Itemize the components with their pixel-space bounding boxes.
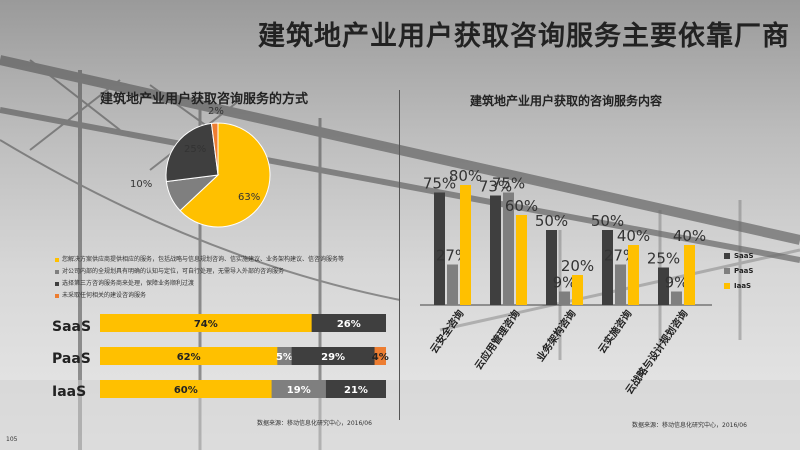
bar-value-label: 60% xyxy=(505,197,538,215)
page-number: 105 xyxy=(6,436,18,443)
stacked-bar-label: 19% xyxy=(287,385,311,396)
bar xyxy=(628,245,639,305)
bar xyxy=(546,230,557,305)
bar xyxy=(684,245,695,305)
bar xyxy=(434,192,445,305)
bar-value-label: 40% xyxy=(673,227,706,245)
legend-text: PaaS xyxy=(734,267,754,275)
pie-slice xyxy=(210,122,219,176)
bar xyxy=(602,230,613,305)
bar-legend-paas: PaaS xyxy=(724,267,753,275)
pie-legend-item: 选择第三方咨询服务商来处理，保障业务顺利过渡 xyxy=(55,278,194,287)
pie-chart-title: 建筑地产业用户获取咨询服务的方式 xyxy=(100,92,309,107)
pie-legend-item: 对公司内部的全规划具有明确的认知与定位，可自行处理，无需导入外部的咨询服务 xyxy=(55,266,284,275)
bar-value-label: 9% xyxy=(553,274,577,292)
left-source-note: 数据来源：移动信息化研究中心，2016/06 xyxy=(257,420,372,427)
bar xyxy=(658,267,669,305)
bar xyxy=(572,275,583,305)
x-tick-label: 云安全咨询 xyxy=(427,307,466,355)
legend-swatch xyxy=(724,283,730,289)
divider-line xyxy=(399,90,400,420)
stacked-bar-segment xyxy=(325,380,386,398)
stacked-bar-label: 62% xyxy=(177,352,201,363)
bar xyxy=(559,291,570,305)
stacked-bar-label: 21% xyxy=(344,385,368,396)
row-label-saas: SaaS xyxy=(52,319,92,335)
bar-value-label: 75% xyxy=(492,175,525,193)
right-source-note: 数据来源：移动信息化研究中心，2016/06 xyxy=(632,422,747,429)
stacked-bar-segment xyxy=(100,380,279,398)
row-label-paas: PaaS xyxy=(52,351,91,367)
stacked-bar-segment xyxy=(100,314,319,332)
x-tick-label: 云应用管理咨询 xyxy=(472,307,523,372)
page-title: 建筑地产业用户获取咨询服务主要依靠厂商 xyxy=(258,21,790,52)
x-tick-label: 云战略与设计规划咨询 xyxy=(622,307,690,396)
stacked-bar-segment xyxy=(271,380,333,398)
bar-value-label: 50% xyxy=(535,212,568,230)
stacked-bar-segment xyxy=(291,347,382,365)
stacked-bar-segment xyxy=(374,347,386,365)
bar-value-label: 9% xyxy=(665,274,689,292)
pie-label-63: 63% xyxy=(238,192,261,203)
bar-chart-title: 建筑地产业用户获取的咨询服务内容 xyxy=(470,94,663,108)
bar-value-label: 50% xyxy=(591,212,624,230)
legend-text: 对公司内部的全规划具有明确的认知与定位，可自行处理，无需导入外部的咨询服务 xyxy=(62,268,285,275)
bar-value-label: 80% xyxy=(449,167,482,185)
bar xyxy=(490,195,501,305)
legend-swatch xyxy=(724,268,730,274)
pie-legend-item: 您解决方案供应商提供相应的服务，包括战略与信息规划咨询、信实施建议、业务架构建议… xyxy=(55,254,344,263)
stacked-bar-label: 74% xyxy=(194,319,218,330)
legend-swatch xyxy=(55,293,59,298)
stacked-bar-label: 5% xyxy=(276,352,293,363)
pie-label-25: 25% xyxy=(184,144,207,155)
pie-label-10: 10% xyxy=(130,179,153,190)
legend-swatch xyxy=(55,269,59,274)
stacked-bar-label: 4% xyxy=(372,352,389,363)
legend-text: 您解决方案供应商提供相应的服务，包括战略与信息规划咨询、信实施建议、业务架构建议… xyxy=(62,256,345,263)
pie-legend-item: 未采取任何相关的建设咨询服务 xyxy=(55,290,146,299)
x-tick-label: 业务架构咨询 xyxy=(533,307,578,364)
x-tick-label: 云实施咨询 xyxy=(595,307,634,355)
bar-legend-saas: SaaS xyxy=(724,252,754,260)
pie-slice xyxy=(179,122,271,228)
grouped-bar-chart: 75%27%80%云安全咨询73%75%60%云应用管理咨询50%9%20%业务… xyxy=(420,167,712,397)
legend-text: SaaS xyxy=(734,252,754,260)
bar xyxy=(460,185,471,305)
legend-swatch xyxy=(55,281,59,286)
bar xyxy=(503,192,514,305)
bar-value-label: 40% xyxy=(617,227,650,245)
stacked-bar-chart: 74% 26% 62% 5% 29% 4% 60% 19% 21% xyxy=(100,314,389,398)
legend-text: 选择第三方咨询服务商来处理，保障业务顺利过渡 xyxy=(62,280,195,287)
bar-value-label: 25% xyxy=(647,250,680,268)
stacked-bar-label: 29% xyxy=(321,352,345,363)
row-label-iaas: IaaS xyxy=(52,384,87,400)
legend-swatch xyxy=(724,253,730,259)
pie-label-2: 2% xyxy=(208,106,224,117)
bar-value-label: 75% xyxy=(423,175,456,193)
bar-value-label: 20% xyxy=(561,257,594,275)
bar xyxy=(447,264,458,305)
stacked-bar-segment xyxy=(100,347,285,365)
legend-text: IaaS xyxy=(734,282,752,290)
stacked-bar-label: 60% xyxy=(174,385,198,396)
legend-swatch xyxy=(55,257,59,262)
bar-value-label: 73% xyxy=(479,178,512,196)
legend-text: 未采取任何相关的建设咨询服务 xyxy=(62,292,147,299)
pie-chart xyxy=(165,122,271,228)
stacked-bar-segment xyxy=(311,314,386,332)
bar xyxy=(615,264,626,305)
stacked-bar-label: 26% xyxy=(337,319,361,330)
pie-slice xyxy=(165,122,219,183)
bar-legend-iaas: IaaS xyxy=(724,282,751,290)
bar xyxy=(516,215,527,305)
bar xyxy=(671,291,682,305)
